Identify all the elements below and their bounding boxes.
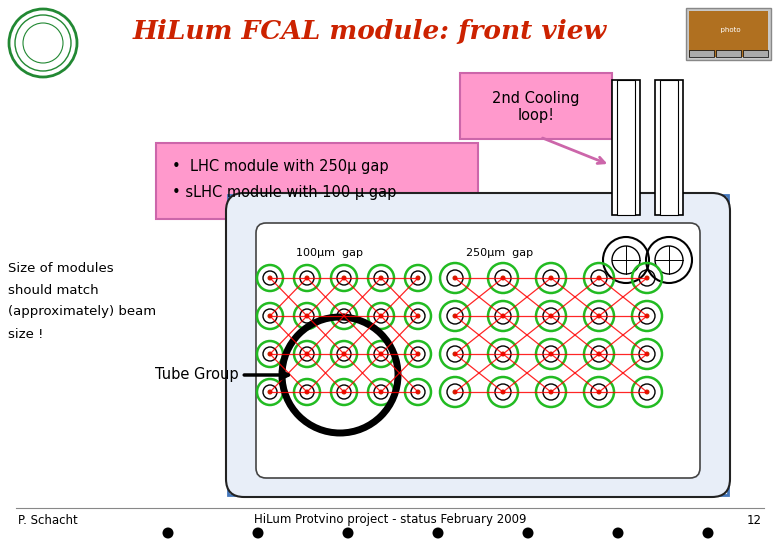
Text: • sLHC module with 100 μ gap: • sLHC module with 100 μ gap xyxy=(172,186,396,200)
Circle shape xyxy=(523,528,534,538)
Text: Tube Group: Tube Group xyxy=(155,368,289,382)
Circle shape xyxy=(645,352,649,356)
FancyBboxPatch shape xyxy=(256,223,700,478)
Circle shape xyxy=(549,352,553,356)
Text: size !: size ! xyxy=(8,327,44,341)
Circle shape xyxy=(417,314,420,318)
Text: 100μm  gap: 100μm gap xyxy=(296,248,363,258)
FancyBboxPatch shape xyxy=(460,73,612,139)
Bar xyxy=(228,195,728,495)
Circle shape xyxy=(502,352,505,356)
Circle shape xyxy=(379,276,383,280)
Circle shape xyxy=(268,276,271,280)
Circle shape xyxy=(417,352,420,356)
Bar xyxy=(617,80,635,215)
Circle shape xyxy=(342,352,346,356)
Text: •  LHC module with 250μ gap: • LHC module with 250μ gap xyxy=(172,159,388,173)
Circle shape xyxy=(305,390,309,394)
Circle shape xyxy=(305,352,309,356)
Text: P. Schacht: P. Schacht xyxy=(18,514,78,526)
Circle shape xyxy=(379,352,383,356)
Circle shape xyxy=(645,390,649,394)
Circle shape xyxy=(453,314,457,318)
Bar xyxy=(236,203,720,487)
Circle shape xyxy=(612,528,623,538)
Bar xyxy=(743,50,768,57)
Text: 250μm  gap: 250μm gap xyxy=(466,248,534,258)
Circle shape xyxy=(703,528,714,538)
Circle shape xyxy=(162,528,173,538)
Circle shape xyxy=(253,528,264,538)
FancyBboxPatch shape xyxy=(226,193,730,497)
Circle shape xyxy=(502,314,505,318)
Bar xyxy=(686,8,771,60)
Text: 12: 12 xyxy=(747,514,762,526)
Circle shape xyxy=(645,314,649,318)
Circle shape xyxy=(342,276,346,280)
Text: photo: photo xyxy=(716,27,740,33)
Circle shape xyxy=(268,352,271,356)
Text: Size of modules: Size of modules xyxy=(8,261,114,274)
Circle shape xyxy=(453,390,457,394)
Circle shape xyxy=(549,276,553,280)
Circle shape xyxy=(549,390,553,394)
FancyBboxPatch shape xyxy=(156,143,478,219)
Circle shape xyxy=(379,390,383,394)
Text: HiLum FCAL module: front view: HiLum FCAL module: front view xyxy=(133,19,607,44)
Circle shape xyxy=(342,314,346,318)
Text: should match: should match xyxy=(8,284,98,296)
Circle shape xyxy=(597,390,601,394)
Circle shape xyxy=(453,352,457,356)
Circle shape xyxy=(549,314,553,318)
Circle shape xyxy=(502,390,505,394)
Circle shape xyxy=(417,390,420,394)
Circle shape xyxy=(597,352,601,356)
Circle shape xyxy=(453,276,457,280)
Circle shape xyxy=(597,276,601,280)
Bar xyxy=(660,80,678,215)
Circle shape xyxy=(268,314,271,318)
Circle shape xyxy=(379,314,383,318)
Circle shape xyxy=(268,390,271,394)
Text: HiLum Protvino project - status February 2009: HiLum Protvino project - status February… xyxy=(254,514,526,526)
Circle shape xyxy=(342,528,353,538)
Circle shape xyxy=(432,528,444,538)
Circle shape xyxy=(502,276,505,280)
Circle shape xyxy=(645,276,649,280)
Circle shape xyxy=(305,276,309,280)
Circle shape xyxy=(417,276,420,280)
Bar xyxy=(655,80,683,215)
Bar xyxy=(689,50,714,57)
Bar xyxy=(689,11,768,57)
Circle shape xyxy=(305,314,309,318)
Circle shape xyxy=(342,390,346,394)
Text: 2nd Cooling
loop!: 2nd Cooling loop! xyxy=(492,91,580,123)
Circle shape xyxy=(597,314,601,318)
Text: (approximately) beam: (approximately) beam xyxy=(8,306,156,319)
Bar xyxy=(612,80,640,215)
Bar xyxy=(716,50,741,57)
